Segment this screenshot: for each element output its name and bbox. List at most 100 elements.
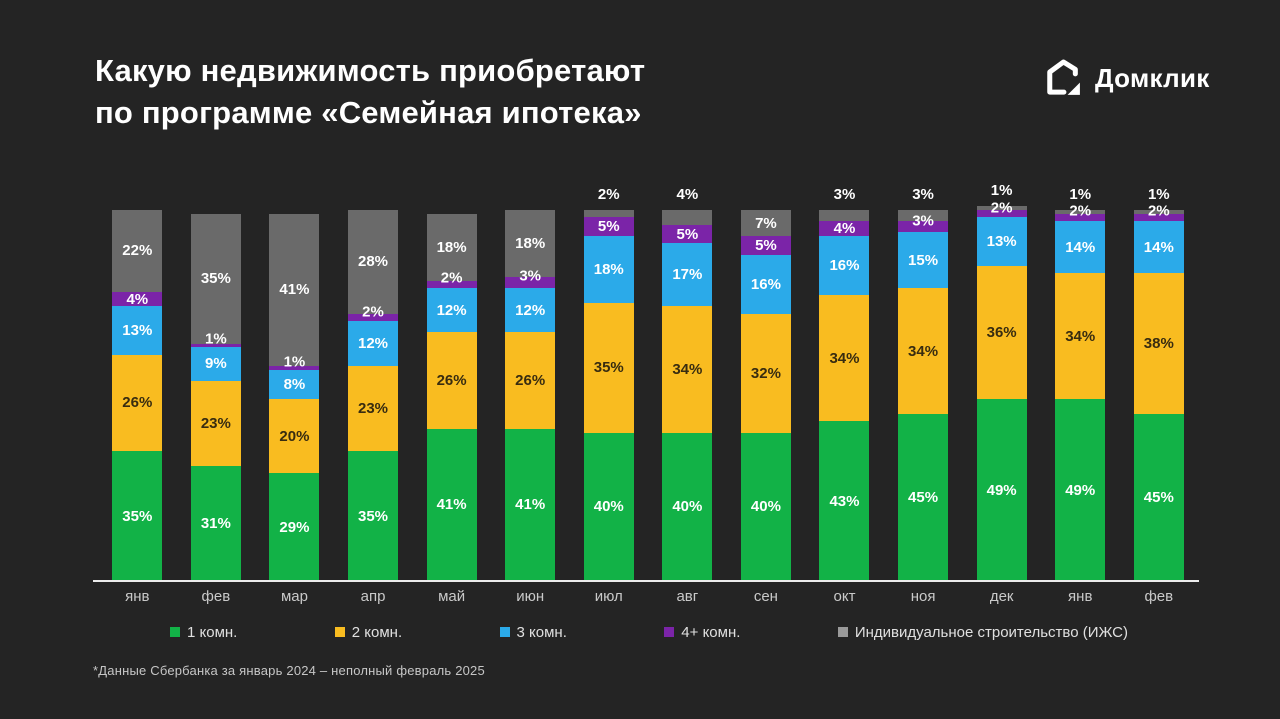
stacked-bar: 35% 23% 12% 2% 28% [348,210,399,581]
segment-rooms-2: 35% [583,302,634,433]
segment-label-rooms-1: 40% [593,498,624,516]
x-tick-label: авг [676,588,699,605]
segment-izhs: 7% [740,210,791,236]
x-tick-label: янв [1068,588,1093,605]
bar-column-14: 45% 38% 14% 2% 1% [1120,186,1199,581]
segment-label-rooms-1: 41% [436,496,467,514]
x-axis-line [93,580,1199,582]
segment-label-rooms-4plus: 1% [283,353,306,371]
domclick-logo: Домклик [1042,57,1210,99]
segment-rooms-4plus: 1% [269,353,320,370]
segment-label-rooms-4plus: 5% [676,225,699,243]
legend-label-rooms-1: 1 комн. [187,623,238,641]
segment-label-rooms-4plus: 2% [362,303,384,321]
segment-label-rooms-3: 16% [750,275,781,293]
segment-izhs [819,210,870,222]
segment-rooms-2: 34% [662,306,713,433]
segment-rooms-4plus: 2% [1133,203,1184,222]
segment-rooms-1: 49% [1055,399,1106,581]
segment-rooms-1: 40% [583,432,634,581]
footnote: *Данные Сбербанка за январь 2024 – непол… [93,663,485,678]
segment-label-rooms-2: 32% [750,364,781,382]
bar-column-11: 45% 34% 15% 3% 3% [884,186,963,581]
segment-label-izhs: 2% [597,186,620,203]
segment-label-izhs: 3% [912,186,934,203]
segment-rooms-4plus: 2% [348,303,399,322]
segment-rooms-1: 45% [898,414,949,581]
segment-label-rooms-2: 20% [279,427,310,445]
segment-label-rooms-4plus: 1% [205,330,227,348]
segment-label-rooms-2: 36% [986,323,1017,341]
segment-label-izhs: 22% [122,242,153,260]
stacked-bar: 49% 34% 14% 2% 1% [1055,186,1106,581]
segment-rooms-2: 36% [976,265,1027,400]
page-title: Какую недвижимость приобретают по програ… [95,50,645,134]
segment-label-rooms-3: 12% [358,335,389,353]
segment-label-rooms-3: 16% [829,257,860,275]
bar-column-4: 35% 23% 12% 2% 28% [334,210,413,581]
bar-column-12: 49% 36% 13% 2% 1% [962,182,1041,581]
segment-label-rooms-4plus: 2% [990,199,1013,217]
segment-rooms-3: 13% [112,306,163,355]
legend-item-rooms-4plus: 4+ комн. [664,624,740,641]
segment-rooms-1: 29% [269,473,320,581]
segment-label-rooms-3: 9% [205,355,227,373]
stacked-bar: 40% 35% 18% 5% 2% [583,186,634,581]
legend-swatch-rooms-1 [170,627,180,637]
legend-item-rooms-2: 2 комн. [334,624,402,641]
x-tick-label: фев [201,588,231,605]
segment-label-rooms-3: 13% [122,322,153,340]
stacked-bar: 49% 36% 13% 2% 1% [976,182,1027,581]
segment-label-rooms-4plus: 5% [755,236,777,254]
legend-item-rooms-3: 3 комн. [499,624,567,641]
segment-label-rooms-3: 12% [515,301,546,319]
segment-rooms-2: 34% [1055,273,1106,400]
segment-label-rooms-4plus: 2% [440,269,463,287]
segment-label-izhs: 18% [436,238,467,256]
segment-rooms-1: 35% [348,451,399,581]
bar-column-10: 43% 34% 16% 4% 3% [805,186,884,581]
segment-rooms-3: 17% [662,243,713,307]
segment-rooms-4plus: 1% [190,331,241,348]
segment-izhs: 41% [269,213,320,366]
segment-rooms-1: 31% [190,466,241,581]
segment-rooms-3: 8% [269,369,320,400]
segment-label-rooms-4plus: 3% [912,212,934,230]
segment-label-izhs: 35% [200,270,231,288]
segment-label-izhs: 1% [1147,186,1170,203]
segment-label-izhs: 18% [515,234,546,252]
segment-izhs: 18% [505,210,556,277]
segment-rooms-3: 12% [348,321,399,366]
segment-rooms-4plus: 5% [662,224,713,244]
x-tick-label: фев [1144,588,1174,605]
domclick-house-icon [1047,59,1080,95]
segment-izhs: 18% [426,213,477,281]
bar-column-3: 29% 20% 8% 1% 41% [255,210,334,581]
segment-label-rooms-4plus: 2% [1069,202,1092,220]
segment-rooms-2: 34% [819,295,870,422]
x-tick-label: дек [989,588,1014,605]
segment-rooms-2: 34% [898,287,949,415]
segment-label-rooms-1: 45% [1143,489,1174,507]
segment-label-rooms-1: 49% [986,481,1017,499]
segment-label-rooms-3: 17% [672,266,703,284]
segment-label-rooms-1: 35% [358,507,389,525]
segment-rooms-4plus: 4% [819,220,870,238]
legend-swatch-rooms-3 [499,627,510,637]
segment-rooms-1: 40% [740,432,791,581]
segment-label-rooms-3: 8% [283,375,306,393]
segment-rooms-1: 49% [976,399,1027,581]
segment-label-izhs: 3% [833,186,856,203]
segment-rooms-3: 9% [190,347,241,381]
segment-rooms-2: 20% [269,399,320,474]
segment-label-rooms-2: 34% [672,361,703,379]
segment-label-izhs: 4% [676,186,699,203]
segment-rooms-3: 13% [976,217,1027,266]
bar-column-6: 41% 26% 12% 3% 18% [491,210,570,581]
segment-label-rooms-2: 23% [200,414,231,432]
segment-izhs [898,210,949,222]
segment-rooms-1: 35% [112,451,163,581]
segment-rooms-3: 15% [898,232,949,288]
segment-label-rooms-4plus: 4% [833,220,856,238]
